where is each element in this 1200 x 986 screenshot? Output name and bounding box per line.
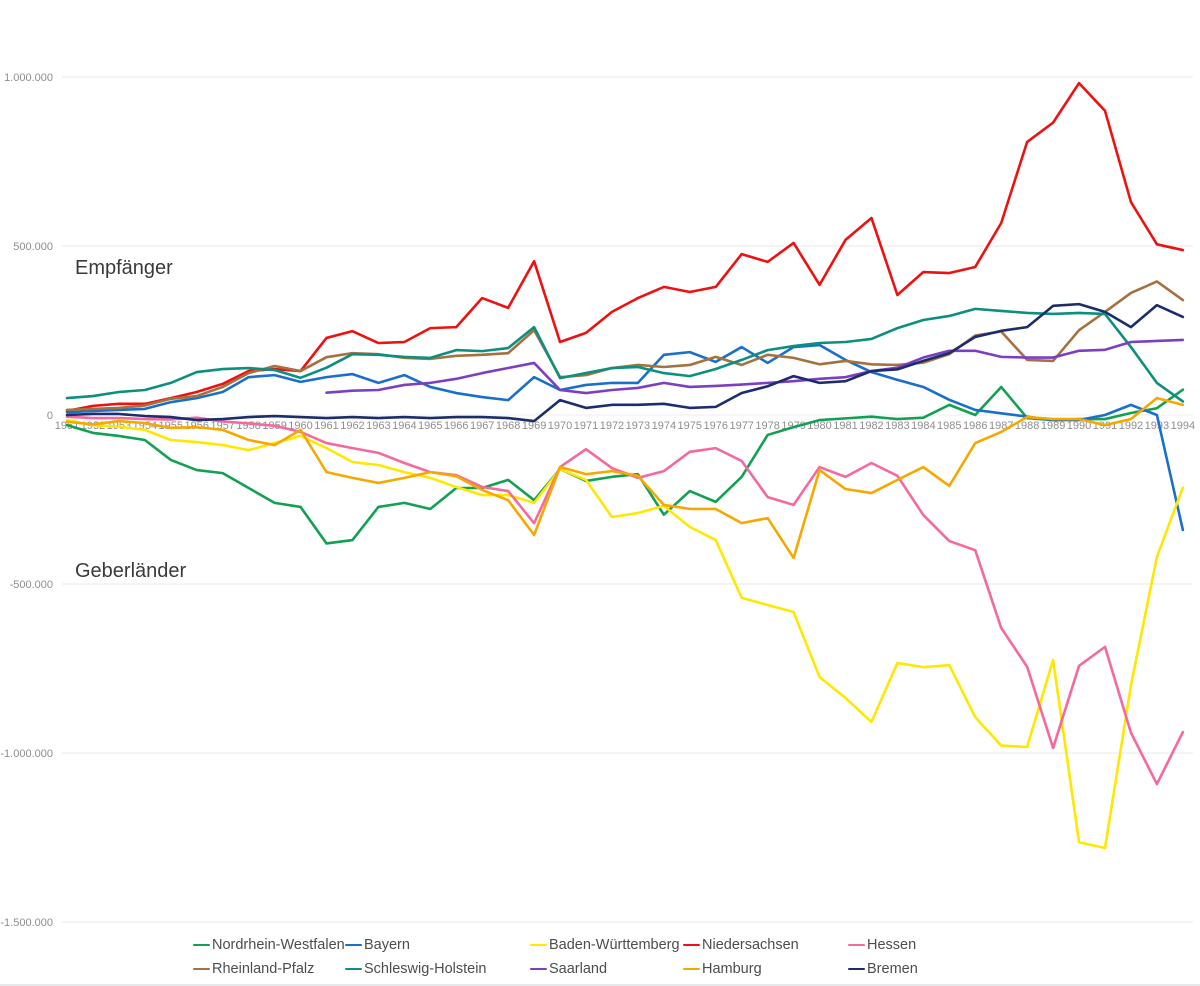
legend-swatch-niedersachsen-icon xyxy=(683,943,700,947)
series-line-bremen xyxy=(65,302,1185,423)
x-axis-tick-label: 1963 xyxy=(366,420,390,432)
x-axis-tick-label: 1992 xyxy=(1119,420,1143,432)
x-axis-tick-label: 1974 xyxy=(652,420,676,432)
legend-item-hamburg: Hamburg xyxy=(683,961,848,977)
y-axis-tick-label: 500.000 xyxy=(13,241,53,253)
x-axis-tick-label: 1982 xyxy=(859,420,883,432)
legend-item-nordrhein-westfalen: Nordrhein-Westfalen xyxy=(193,937,345,953)
x-axis-tick-label: 1988 xyxy=(1015,420,1039,432)
series-lines xyxy=(65,81,1185,850)
x-axis-tick-label: 1960 xyxy=(288,420,312,432)
y-axis-tick-label: -1.000.000 xyxy=(0,748,53,760)
y-axis-tick-label: -1.500.000 xyxy=(0,917,53,929)
legend-swatch-saarland-icon xyxy=(530,967,547,971)
x-axis-tick-label: 1989 xyxy=(1041,420,1065,432)
x-axis-tick-label: 1967 xyxy=(470,420,494,432)
series-line-schleswig-holstein xyxy=(65,307,1185,403)
x-axis-tick-label: 1981 xyxy=(833,420,857,432)
x-axis-tick-label: 1990 xyxy=(1067,420,1091,432)
empfaenger-zone-label: Empfänger xyxy=(75,257,173,279)
legend-swatch-bayern-icon xyxy=(345,943,362,947)
x-axis-tick-label: 1962 xyxy=(340,420,364,432)
y-axis-labels: 1.000.000 500.000 0 -500.000 -1.000.000 -1.50… xyxy=(0,72,53,929)
x-axis-tick-label: 1976 xyxy=(704,420,728,432)
legend-item-schleswig-holstein: Schleswig-Holstein xyxy=(345,961,530,977)
gridlines xyxy=(62,76,1193,923)
legend-swatch-nordrhein-westfalen-icon xyxy=(193,943,210,947)
y-axis-tick-label: 1.000.000 xyxy=(4,72,53,84)
x-axis-tick-label: 1966 xyxy=(444,420,468,432)
legend-swatch-bremen-icon xyxy=(848,967,865,971)
bottom-divider xyxy=(0,984,1200,986)
geberlaender-zone-label: Geberländer xyxy=(75,560,187,582)
y-axis-tick-label: 0 xyxy=(47,410,53,422)
x-axis-tick-label: 1971 xyxy=(574,420,598,432)
legend-label-rheinland-pfalz: Rheinland-Pfalz xyxy=(212,961,315,977)
y-axis-tick-label: -500.000 xyxy=(10,579,53,591)
legend: Nordrhein-Westfalen Bayern Baden-Württembe… xyxy=(193,933,1183,981)
x-axis-tick-label: 1973 xyxy=(626,420,650,432)
x-axis-tick-label: 1983 xyxy=(885,420,909,432)
legend-label-niedersachsen: Niedersachsen xyxy=(702,937,799,953)
legend-swatch-schleswig-holstein-icon xyxy=(345,967,362,971)
series-line-niedersachsen xyxy=(65,81,1185,413)
x-axis-tick-label: 1972 xyxy=(600,420,624,432)
legend-item-hessen: Hessen xyxy=(848,937,1183,953)
x-axis-tick-label: 1970 xyxy=(548,420,572,432)
series-line-hessen xyxy=(65,415,1185,786)
x-axis-tick-label: 1977 xyxy=(729,420,753,432)
x-axis-tick-label: 1978 xyxy=(755,420,779,432)
legend-swatch-rheinland-pfalz-icon xyxy=(193,967,210,971)
legend-label-nordrhein-westfalen: Nordrhein-Westfalen xyxy=(212,937,345,953)
series-line-hamburg xyxy=(65,396,1185,560)
series-line-saarland xyxy=(325,338,1185,395)
legend-item-bayern: Bayern xyxy=(345,937,530,953)
x-axis-tick-label: 1965 xyxy=(418,420,442,432)
legend-label-hamburg: Hamburg xyxy=(702,961,762,977)
legend-item-bremen: Bremen xyxy=(848,961,1183,977)
x-axis-tick-label: 1985 xyxy=(937,420,961,432)
series-line-baden-wurttemberg xyxy=(65,418,1185,850)
legend-swatch-baden-wurttemberg-icon xyxy=(530,943,547,947)
legend-label-bayern: Bayern xyxy=(364,937,410,953)
legend-swatch-hessen-icon xyxy=(848,943,865,947)
legend-label-hessen: Hessen xyxy=(867,937,917,953)
series-line-nordrhein-westfalen xyxy=(65,385,1185,545)
x-axis-tick-label: 1964 xyxy=(392,420,416,432)
x-axis-tick-label: 1994 xyxy=(1171,420,1195,432)
x-axis-tick-label: 1986 xyxy=(963,420,987,432)
series-line-bayern xyxy=(65,343,1185,532)
legend-label-bremen: Bremen xyxy=(867,961,918,977)
legend-label-schleswig-holstein: Schleswig-Holstein xyxy=(364,961,487,977)
x-axis-tick-label: 1969 xyxy=(522,420,546,432)
x-axis-tick-label: 1968 xyxy=(496,420,520,432)
x-axis-tick-label: 1993 xyxy=(1145,420,1169,432)
series-line-rheinland-pfalz xyxy=(65,280,1185,412)
legend-item-saarland: Saarland xyxy=(530,961,683,977)
legend-label-saarland: Saarland xyxy=(549,961,608,977)
x-axis-tick-label: 1984 xyxy=(911,420,935,432)
legend-item-niedersachsen: Niedersachsen xyxy=(683,937,848,953)
x-axis-tick-label: 1955 xyxy=(159,420,183,432)
legend-item-rheinland-pfalz: Rheinland-Pfalz xyxy=(193,961,345,977)
legend-label-baden-wurttemberg: Baden-Württemberg xyxy=(549,937,680,953)
x-axis-tick-label: 1975 xyxy=(678,420,702,432)
x-axis-labels: 1951 1952 1953 1954 1955 1956 1957 1958 1959 1960… xyxy=(55,420,1195,432)
legend-item-baden-wurttemberg: Baden-Württemberg xyxy=(530,937,683,953)
x-axis-tick-label: 1961 xyxy=(314,420,338,432)
legend-swatch-hamburg-icon xyxy=(683,967,700,971)
